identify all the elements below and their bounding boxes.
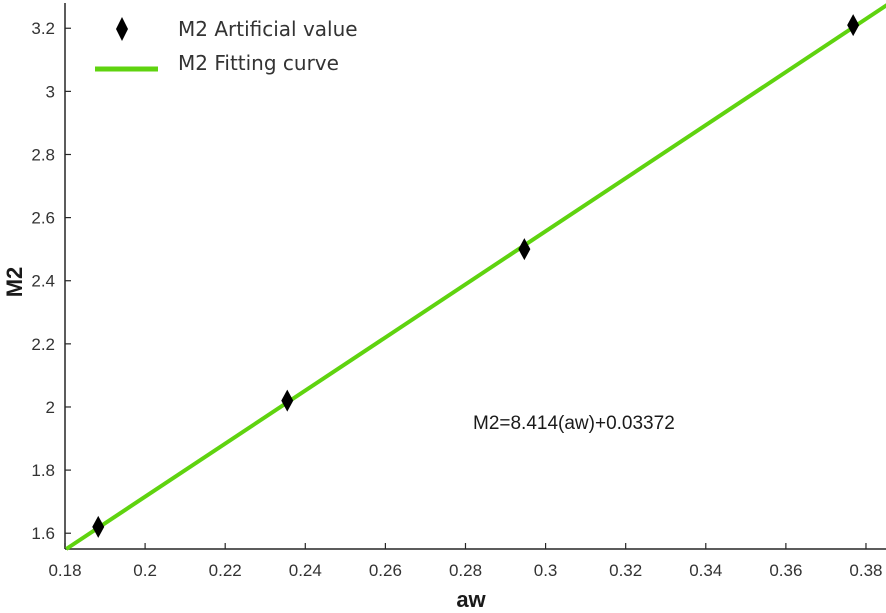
- fit-equation-annotation: M2=8.414(aw)+0.03372: [473, 413, 675, 434]
- x-tick-label: 0.22: [209, 561, 242, 580]
- x-tick-label: 0.34: [689, 561, 722, 580]
- data-point-diamond: [281, 389, 294, 412]
- fitting-curve-line: [65, 3, 886, 551]
- legend-diamond-marker: [116, 17, 128, 41]
- x-axis-label: aw: [456, 587, 486, 612]
- y-tick-label: 2: [46, 398, 55, 417]
- data-point-diamond: [518, 238, 531, 261]
- axes: [64, 3, 886, 550]
- x-tick-label: 0.26: [369, 561, 402, 580]
- y-tick-label: 3: [46, 82, 55, 101]
- y-tick-label: 2.2: [31, 335, 55, 354]
- legend: M2 Artificial value M2 Fitting curve: [95, 17, 358, 75]
- legend-label-fitting: M2 Fitting curve: [178, 51, 339, 75]
- x-tick-label: 0.36: [769, 561, 802, 580]
- y-axis-label: M2: [2, 267, 27, 298]
- y-tick-label: 2.4: [31, 272, 55, 291]
- x-tick-label: 0.28: [449, 561, 482, 580]
- plot-area: [65, 3, 886, 551]
- data-point-diamond: [847, 14, 860, 37]
- data-point-diamond: [92, 515, 105, 538]
- y-tick-label: 1.8: [31, 461, 55, 480]
- legend-label-artificial: M2 Artificial value: [178, 17, 358, 41]
- x-tick-label: 0.2: [133, 561, 157, 580]
- ticks: 0.18 0.2 0.22 0.24 0.26 0.28 0.3 0.32 0.34 0.36 0.…: [31, 19, 882, 580]
- x-tick-label: 0.24: [289, 561, 322, 580]
- x-tick-label: 0.3: [534, 561, 558, 580]
- x-tick-label: 0.18: [48, 561, 81, 580]
- y-tick-label: 2.8: [31, 145, 55, 164]
- x-tick-label: 0.32: [609, 561, 642, 580]
- y-tick-label: 3.2: [31, 19, 55, 38]
- y-tick-label: 1.6: [31, 524, 55, 543]
- x-tick-label: 0.38: [849, 561, 882, 580]
- y-tick-label: 2.6: [31, 209, 55, 228]
